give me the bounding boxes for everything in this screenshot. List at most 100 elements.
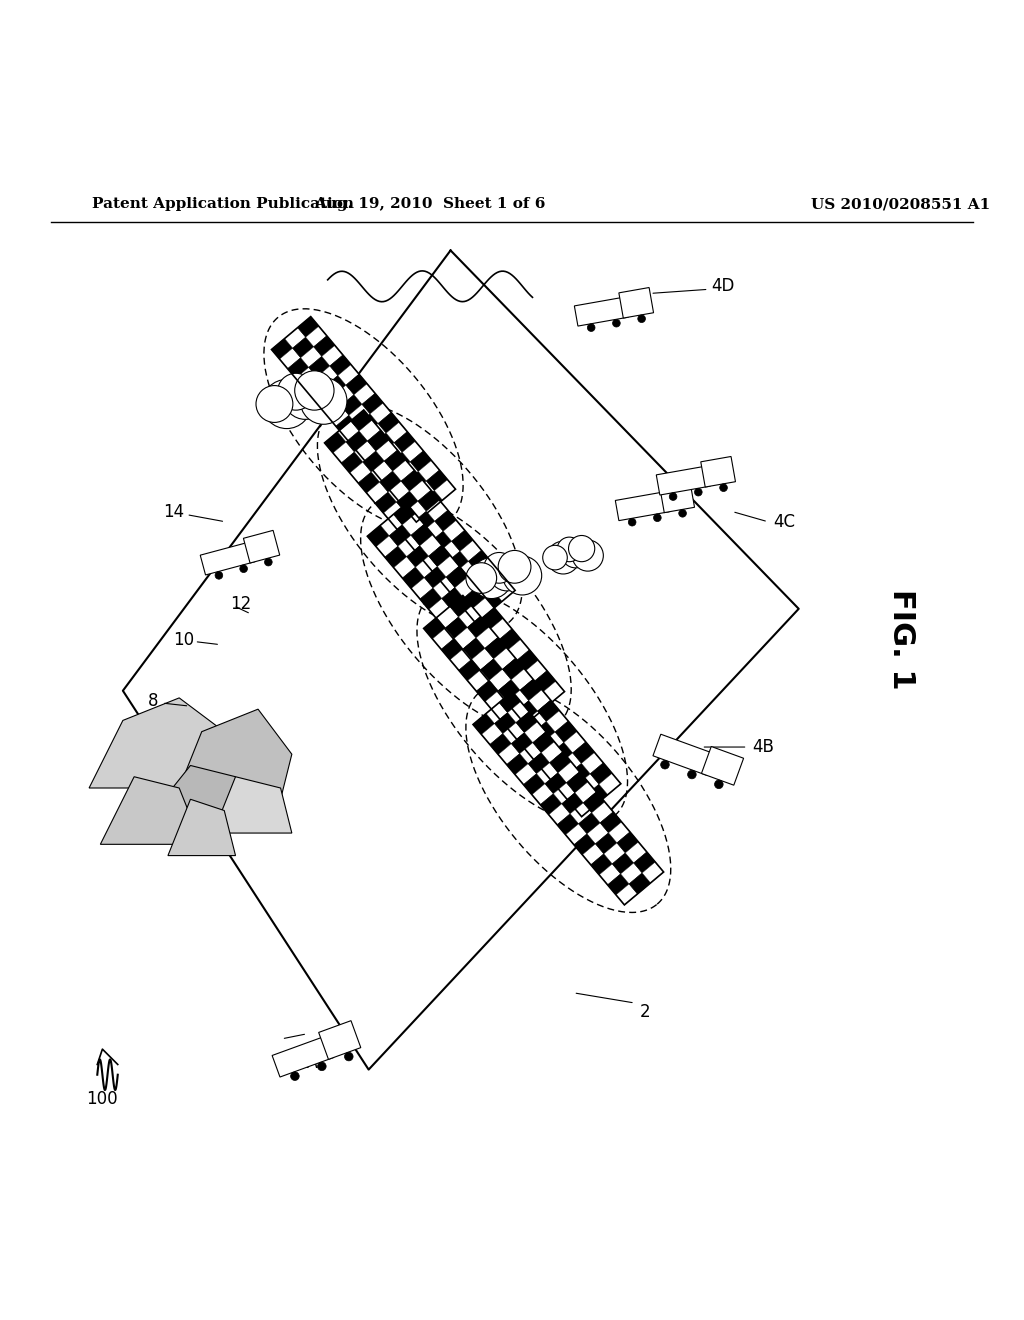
- Polygon shape: [385, 546, 407, 568]
- Polygon shape: [528, 752, 550, 774]
- Circle shape: [694, 488, 702, 496]
- Polygon shape: [587, 822, 608, 843]
- Polygon shape: [298, 317, 318, 337]
- Polygon shape: [477, 560, 499, 581]
- Circle shape: [284, 376, 327, 420]
- Polygon shape: [508, 639, 529, 661]
- Text: US 2010/0208551 A1: US 2010/0208551 A1: [811, 197, 991, 211]
- Polygon shape: [499, 628, 520, 651]
- Polygon shape: [398, 535, 420, 557]
- Polygon shape: [346, 374, 367, 395]
- Polygon shape: [570, 803, 592, 824]
- Polygon shape: [359, 420, 381, 441]
- Polygon shape: [407, 545, 429, 568]
- Polygon shape: [319, 396, 341, 417]
- Polygon shape: [529, 692, 552, 714]
- Polygon shape: [402, 513, 424, 535]
- Polygon shape: [477, 630, 499, 651]
- Polygon shape: [360, 444, 381, 465]
- Polygon shape: [534, 671, 556, 692]
- Polygon shape: [464, 640, 485, 661]
- Polygon shape: [551, 742, 572, 764]
- Polygon shape: [523, 774, 545, 795]
- Polygon shape: [325, 375, 346, 396]
- Polygon shape: [316, 366, 338, 387]
- Polygon shape: [616, 884, 638, 906]
- Polygon shape: [600, 812, 622, 833]
- Polygon shape: [168, 800, 236, 855]
- Polygon shape: [375, 492, 396, 513]
- Polygon shape: [376, 440, 397, 461]
- Circle shape: [568, 536, 595, 562]
- Polygon shape: [244, 531, 280, 564]
- Circle shape: [483, 553, 514, 583]
- Circle shape: [471, 557, 512, 598]
- Polygon shape: [498, 680, 520, 701]
- Polygon shape: [358, 473, 380, 492]
- Polygon shape: [406, 471, 426, 492]
- Polygon shape: [568, 763, 590, 785]
- Polygon shape: [354, 441, 376, 462]
- Polygon shape: [473, 714, 495, 734]
- Polygon shape: [455, 627, 476, 649]
- Polygon shape: [459, 606, 480, 627]
- Polygon shape: [512, 671, 534, 693]
- Text: 4B: 4B: [753, 738, 774, 756]
- Polygon shape: [574, 781, 596, 803]
- Polygon shape: [511, 669, 534, 690]
- Polygon shape: [438, 541, 460, 562]
- Polygon shape: [507, 690, 528, 711]
- Polygon shape: [499, 743, 520, 764]
- Circle shape: [498, 550, 530, 583]
- Polygon shape: [555, 775, 578, 796]
- Polygon shape: [524, 711, 547, 733]
- Polygon shape: [336, 416, 357, 436]
- Polygon shape: [381, 442, 402, 463]
- Polygon shape: [511, 733, 532, 754]
- Circle shape: [503, 556, 542, 595]
- Polygon shape: [409, 502, 429, 523]
- Polygon shape: [100, 776, 202, 845]
- Polygon shape: [313, 335, 335, 356]
- Polygon shape: [201, 543, 255, 576]
- Polygon shape: [450, 595, 472, 616]
- Polygon shape: [392, 482, 414, 503]
- Polygon shape: [443, 520, 465, 541]
- Text: 100: 100: [87, 1090, 118, 1107]
- Polygon shape: [532, 731, 554, 752]
- Polygon shape: [515, 764, 537, 784]
- Polygon shape: [400, 492, 421, 512]
- Polygon shape: [372, 461, 393, 482]
- Text: 4A: 4A: [296, 1055, 318, 1072]
- Circle shape: [264, 558, 272, 566]
- Polygon shape: [564, 785, 586, 807]
- Polygon shape: [511, 722, 534, 743]
- Circle shape: [679, 510, 686, 517]
- Polygon shape: [434, 562, 456, 583]
- Polygon shape: [499, 682, 521, 704]
- Polygon shape: [446, 552, 468, 573]
- Polygon shape: [549, 804, 570, 825]
- Polygon shape: [494, 648, 515, 669]
- Circle shape: [317, 1063, 327, 1071]
- Polygon shape: [346, 430, 368, 451]
- Text: 14: 14: [163, 503, 184, 520]
- Polygon shape: [485, 570, 507, 591]
- Polygon shape: [520, 680, 542, 701]
- Polygon shape: [590, 763, 612, 784]
- Polygon shape: [534, 722, 555, 743]
- Polygon shape: [616, 832, 638, 853]
- Polygon shape: [308, 356, 330, 378]
- Polygon shape: [89, 698, 236, 788]
- Polygon shape: [435, 511, 457, 531]
- Polygon shape: [578, 774, 599, 795]
- Polygon shape: [467, 616, 489, 638]
- Polygon shape: [537, 763, 558, 784]
- Polygon shape: [426, 470, 447, 491]
- Polygon shape: [393, 503, 416, 525]
- Circle shape: [588, 323, 595, 331]
- Polygon shape: [384, 473, 406, 494]
- Polygon shape: [354, 384, 375, 404]
- Polygon shape: [322, 346, 343, 366]
- Circle shape: [557, 537, 582, 562]
